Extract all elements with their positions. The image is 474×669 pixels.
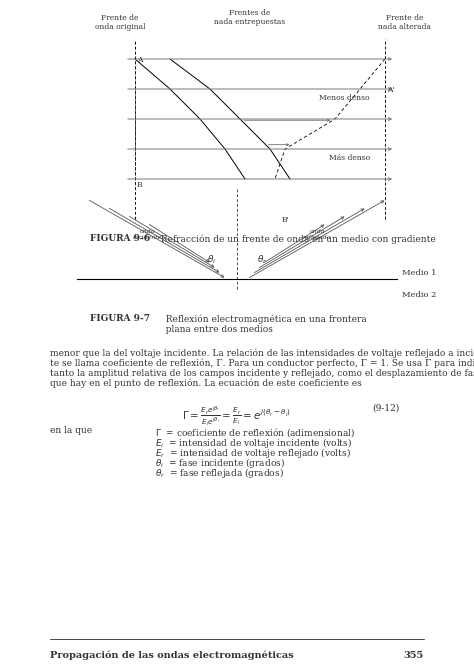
- Text: Frente de
onda original: Frente de onda original: [95, 14, 145, 31]
- Text: A': A': [387, 86, 395, 94]
- Text: onda
reflejada: onda reflejada: [303, 229, 331, 240]
- Text: 355: 355: [404, 651, 424, 660]
- Text: FIGURA 9-7: FIGURA 9-7: [90, 314, 150, 323]
- Text: Medio 2: Medio 2: [402, 291, 437, 299]
- Text: menor que la del voltaje incidente. La relación de las intensidades de voltaje r: menor que la del voltaje incidente. La r…: [50, 349, 474, 359]
- Text: tanto la amplitud relativa de los campos incidente y reflejado, como el desplaza: tanto la amplitud relativa de los campos…: [50, 369, 474, 378]
- Text: Propagación de las ondas electromagnéticas: Propagación de las ondas electromagnétic…: [50, 651, 294, 660]
- Text: $E_r$  = intensidad de voltaje reflejado (volts): $E_r$ = intensidad de voltaje reflejado …: [155, 446, 351, 460]
- Text: A: A: [137, 56, 143, 64]
- Text: que hay en el punto de reflexión. La ecuación de este coeficiente es: que hay en el punto de reflexión. La ecu…: [50, 379, 362, 389]
- Text: te se llama coeficiente de reflexión, Γ. Para un conductor perfecto, Γ = 1. Se u: te se llama coeficiente de reflexión, Γ.…: [50, 359, 474, 369]
- Text: Frentes de
nada entrepuestas: Frentes de nada entrepuestas: [214, 9, 286, 26]
- Text: B: B: [137, 181, 143, 189]
- Text: $\theta_r$: $\theta_r$: [257, 254, 267, 266]
- Text: Menos denso: Menos denso: [319, 94, 370, 102]
- Text: plana entre dos medios: plana entre dos medios: [160, 325, 273, 334]
- Text: $E_i$  = intensidad de voltaje incidente (volts): $E_i$ = intensidad de voltaje incidente …: [155, 436, 352, 450]
- Text: FIGURA 9-6: FIGURA 9-6: [90, 234, 150, 243]
- Text: $\Gamma$  = coeficiente de reflexión (adimensional): $\Gamma$ = coeficiente de reflexión (adi…: [155, 426, 355, 439]
- Text: $\theta_i$  = fase incidente (grados): $\theta_i$ = fase incidente (grados): [155, 456, 285, 470]
- Text: onda
incidente: onda incidente: [132, 229, 162, 240]
- Text: Frente de
nada alterada: Frente de nada alterada: [379, 14, 431, 31]
- Text: $\theta_r$  = fase reflejada (grados): $\theta_r$ = fase reflejada (grados): [155, 466, 284, 480]
- Text: $\theta_i$: $\theta_i$: [207, 254, 216, 266]
- Text: (9-12): (9-12): [373, 404, 400, 413]
- Text: Más denso: Más denso: [329, 154, 370, 162]
- Text: Refracción de un frente de onda en un medio con gradiente: Refracción de un frente de onda en un me…: [155, 234, 436, 244]
- Text: en la que: en la que: [50, 426, 92, 435]
- Text: Reflexión electromagnética en una frontera: Reflexión electromagnética en una fronte…: [160, 314, 367, 324]
- Text: B': B': [282, 216, 290, 224]
- Text: $\Gamma = \frac{E_r e^{j\theta_r}}{E_i e^{j\theta_i}} = \frac{E_r}{E_i} = e^{j(\: $\Gamma = \frac{E_r e^{j\theta_r}}{E_i e…: [182, 404, 292, 427]
- Text: Medio 1: Medio 1: [402, 269, 437, 277]
